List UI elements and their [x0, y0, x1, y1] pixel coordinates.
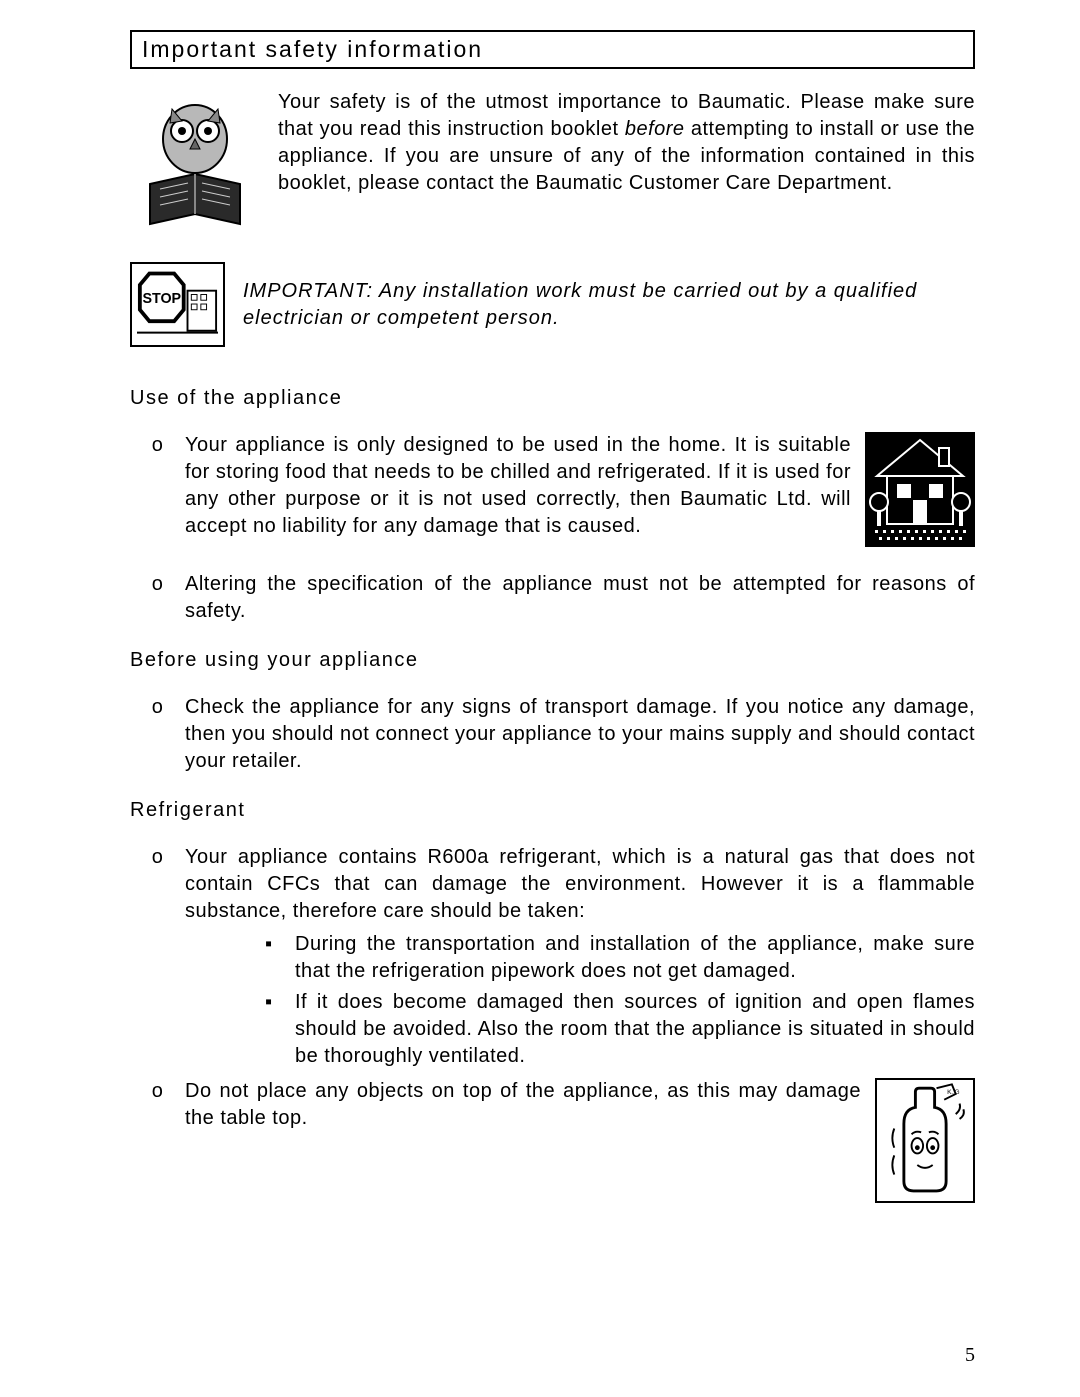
svg-text:STOP: STOP	[142, 291, 181, 307]
document-page: Important safety information Your safety…	[0, 0, 1080, 1397]
refrigerant-list: o Your appliance contains R600a refriger…	[130, 844, 975, 1203]
house-icon	[865, 432, 975, 547]
list-item: o Check the appliance for any signs of t…	[130, 694, 975, 775]
section-heading-before: Before using your appliance	[130, 649, 975, 672]
use-item-1-text: Your appliance is only designed to be us…	[185, 432, 851, 540]
use-item-2-text: Altering the specification of the applia…	[185, 571, 975, 625]
owl-reading-icon	[130, 89, 260, 234]
sub-list-item: ▪ During the transportation and installa…	[185, 931, 975, 985]
list-item: o Your appliance is only designed to be …	[130, 432, 975, 547]
refrigerant-sublist: ▪ During the transportation and installa…	[185, 931, 975, 1070]
section-heading-use: Use of the appliance	[130, 387, 975, 410]
important-warning-text: IMPORTANT: Any installation work must be…	[243, 278, 975, 332]
list-item: o Your appliance contains R600a refriger…	[130, 844, 975, 1074]
refrigerant-sub-1: During the transportation and installati…	[295, 931, 975, 985]
square-bullet-icon: ▪	[265, 931, 295, 985]
weighted-bottle-icon: K.G	[875, 1078, 975, 1203]
use-list: o Your appliance is only designed to be …	[130, 432, 975, 625]
svg-text:K.G: K.G	[947, 1089, 960, 1096]
refrigerant-sub-2: If it does become damaged then sources o…	[295, 989, 975, 1070]
important-warning-row: STOP IMPORTANT: Any installation work mu…	[130, 262, 975, 347]
intro-paragraph: Your safety is of the utmost importance …	[278, 89, 975, 234]
refrigerant-last-text: Do not place any objects on top of the a…	[185, 1078, 861, 1132]
page-title: Important safety information	[142, 36, 483, 62]
circle-bullet-icon: o	[130, 694, 185, 775]
before-list: o Check the appliance for any signs of t…	[130, 694, 975, 775]
circle-bullet-icon: o	[130, 432, 185, 547]
circle-bullet-icon: o	[130, 1078, 185, 1203]
stop-sign-icon: STOP	[130, 262, 225, 347]
before-item-1-text: Check the appliance for any signs of tra…	[185, 694, 975, 775]
list-item: o Do not place any objects on top of the…	[130, 1078, 975, 1203]
circle-bullet-icon: o	[130, 844, 185, 1074]
square-bullet-icon: ▪	[265, 989, 295, 1070]
title-box: Important safety information	[130, 30, 975, 69]
sub-list-item: ▪ If it does become damaged then sources…	[185, 989, 975, 1070]
intro-section: Your safety is of the utmost importance …	[130, 89, 975, 234]
list-item: o Altering the specification of the appl…	[130, 571, 975, 625]
refrigerant-intro-text: Your appliance contains R600a refrigeran…	[185, 844, 975, 925]
page-number: 5	[965, 1344, 975, 1367]
circle-bullet-icon: o	[130, 571, 185, 625]
section-heading-refrigerant: Refrigerant	[130, 799, 975, 822]
intro-before-word: before	[625, 118, 685, 140]
